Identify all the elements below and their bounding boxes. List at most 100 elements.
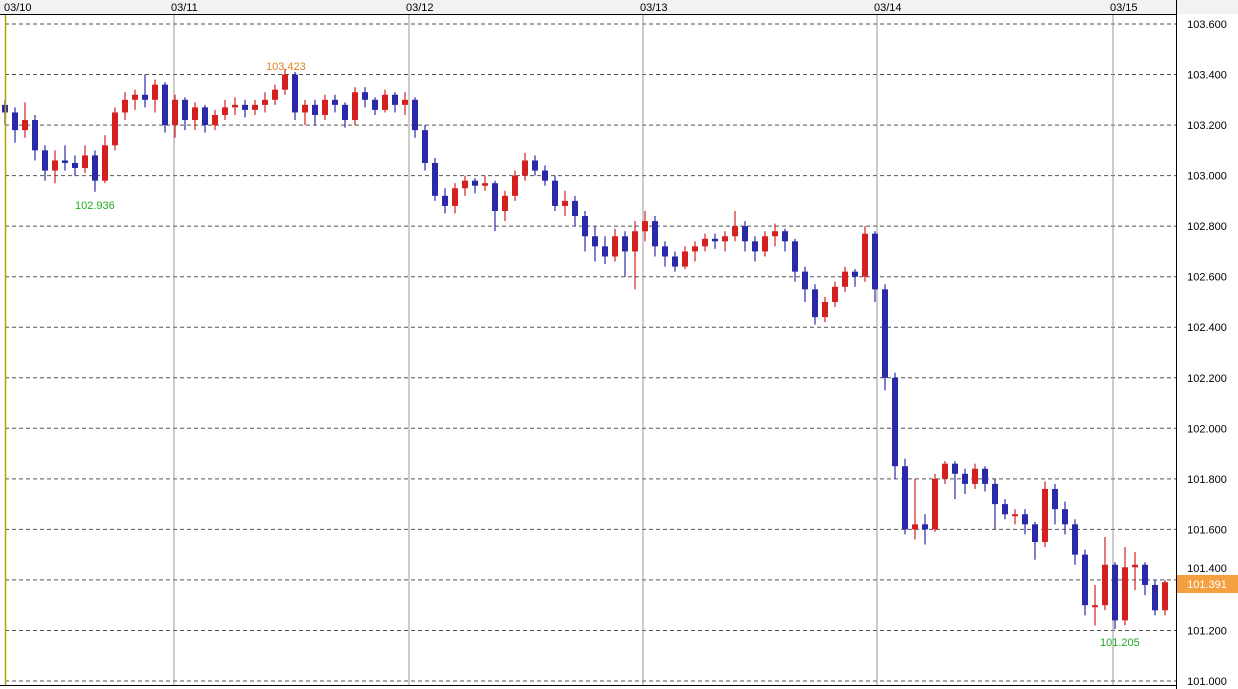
candle	[942, 461, 948, 484]
candle	[1062, 501, 1068, 535]
candle	[682, 246, 688, 270]
candle	[1162, 579, 1168, 616]
candle-body	[1072, 524, 1078, 555]
candle	[172, 94, 178, 138]
candle	[712, 233, 718, 249]
y-tick-label: 103.000	[1187, 171, 1227, 183]
candle	[192, 102, 198, 131]
candle	[212, 109, 218, 131]
candle	[912, 478, 918, 540]
candle-body	[862, 233, 868, 277]
candle-body	[902, 466, 908, 530]
candle-body	[932, 478, 938, 530]
candle	[802, 266, 808, 302]
candle-body	[372, 99, 378, 110]
candle-body	[1042, 488, 1048, 543]
candles	[2, 68, 1168, 630]
y-tick-label: 101.600	[1187, 524, 1227, 536]
candle	[1052, 483, 1058, 525]
candle	[122, 92, 128, 121]
candle	[32, 114, 38, 161]
candle	[142, 74, 148, 108]
candle	[782, 228, 788, 252]
last-price-box	[1177, 575, 1238, 593]
candle	[112, 107, 118, 151]
candle-body	[202, 107, 208, 126]
candle	[1012, 509, 1018, 525]
candle	[622, 231, 628, 277]
x-tick-label: 03/11	[171, 2, 198, 14]
candle	[522, 152, 528, 181]
candle	[92, 150, 98, 192]
candle	[582, 210, 588, 252]
candle-body	[462, 180, 468, 189]
candle	[252, 99, 258, 115]
candle	[532, 155, 538, 176]
candle-body	[802, 271, 808, 290]
candle	[282, 68, 288, 95]
candle-body	[22, 120, 28, 131]
candle-body	[362, 92, 368, 100]
candle-body	[32, 120, 38, 151]
candle-body	[622, 236, 628, 252]
candle	[562, 190, 568, 217]
candle-body	[292, 74, 298, 113]
candle-body	[352, 92, 358, 121]
candle	[1072, 519, 1078, 565]
candle	[752, 236, 758, 262]
candle	[352, 87, 358, 126]
candle	[872, 231, 878, 302]
candle	[272, 84, 278, 105]
candle-body	[1162, 582, 1168, 611]
y-tick-label: 102.400	[1187, 322, 1227, 334]
candle	[542, 165, 548, 186]
candle-body	[1002, 504, 1008, 515]
candle	[332, 94, 338, 113]
candle-body	[872, 233, 878, 290]
candle	[1022, 509, 1028, 535]
candle-body	[1012, 514, 1018, 517]
candle	[432, 157, 438, 201]
candle-body	[712, 238, 718, 242]
candle	[202, 104, 208, 133]
candle	[762, 231, 768, 257]
candle	[1092, 584, 1098, 626]
y-tick-label: 103.600	[1187, 19, 1227, 31]
candle	[222, 99, 228, 121]
candle-body	[642, 221, 648, 232]
candle-body	[782, 231, 788, 242]
candle-body	[402, 99, 408, 105]
candle	[392, 92, 398, 113]
candle	[1082, 549, 1088, 616]
candle-body	[12, 112, 18, 131]
candle	[1032, 521, 1038, 560]
candle	[772, 223, 778, 247]
candle	[382, 89, 388, 113]
y-tick-label: 101.400	[1187, 563, 1227, 575]
candle-body	[632, 231, 638, 252]
candle	[12, 107, 18, 143]
candle	[632, 221, 638, 290]
candle	[922, 514, 928, 545]
candle	[732, 210, 738, 242]
candle-body	[332, 99, 338, 105]
candle-body	[1122, 567, 1128, 621]
candle-body	[532, 160, 538, 171]
candle	[442, 188, 448, 214]
candle-body	[512, 175, 518, 196]
candle-body	[322, 99, 328, 115]
y-tick-label: 102.000	[1187, 423, 1227, 435]
candle-body	[692, 246, 698, 252]
candle-body	[62, 160, 68, 163]
candle	[662, 241, 668, 267]
candle-body	[92, 155, 98, 181]
candle-body	[222, 107, 228, 115]
candle	[512, 170, 518, 201]
candle-body	[1092, 605, 1098, 608]
candle-body	[482, 183, 488, 186]
candle-body	[122, 99, 128, 113]
candle-body	[232, 104, 238, 108]
y-tick-label: 101.200	[1187, 625, 1227, 637]
candle	[232, 97, 238, 115]
